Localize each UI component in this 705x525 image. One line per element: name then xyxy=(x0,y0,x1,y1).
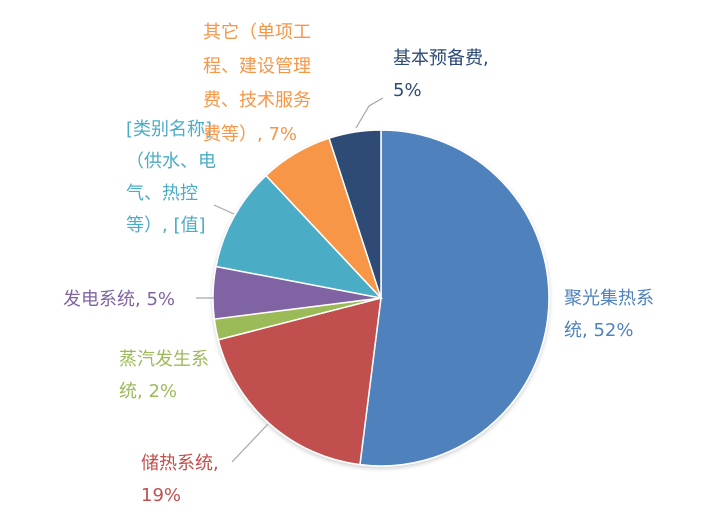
slice-label-2: 储热系统, 19% xyxy=(141,453,219,506)
slice-label-7: 基本预备费, 5% xyxy=(393,48,489,101)
slice-label-line: 基本预备费, xyxy=(393,48,489,69)
slice-label-1: 聚光集热系统, 52% xyxy=(564,288,654,341)
slice-label-line: 储热系统, xyxy=(141,453,219,474)
slice-label-line: 统, 52% xyxy=(564,320,633,341)
slice-label-3: 蒸汽发生系统, 2% xyxy=(119,349,209,402)
slice-label-line: [类别名称] xyxy=(126,119,212,140)
slice-label-5: [类别名称] （供水、电气、热控等）, [值] xyxy=(126,119,216,236)
pie-slice-7 xyxy=(328,129,382,299)
slice-label-6: 其它（单项工程、建设管理费、技术服务费等）, 7% xyxy=(203,22,311,145)
leader-line-5 xyxy=(213,204,235,215)
slice-label-line: 费、技术服务 xyxy=(203,90,311,111)
slice-label-line: 5% xyxy=(393,80,422,101)
slice-label-line: 等）, [值] xyxy=(126,215,206,236)
leader-line-7 xyxy=(355,97,384,129)
slice-label-line: 发电系统, 5% xyxy=(63,289,175,310)
slice-label-line: 统, 2% xyxy=(119,381,177,402)
slice-label-line: 程、建设管理 xyxy=(203,56,311,77)
slice-label-4: 发电系统, 5% xyxy=(63,289,175,310)
pie-slice-1 xyxy=(359,129,550,467)
slice-label-line: 其它（单项工 xyxy=(203,22,311,43)
slice-label-line: 19% xyxy=(141,485,181,506)
pie-slice-2 xyxy=(217,296,382,466)
slice-label-line: 气、热控 xyxy=(126,183,198,204)
slice-label-line: 聚光集热系 xyxy=(564,288,654,309)
slice-label-line: 蒸汽发生系 xyxy=(119,349,209,370)
slice-label-line: 费等）, 7% xyxy=(203,124,297,145)
leader-line-2 xyxy=(231,423,269,463)
slice-label-line: （供水、电 xyxy=(126,151,216,172)
pie-slice-5 xyxy=(215,174,384,300)
